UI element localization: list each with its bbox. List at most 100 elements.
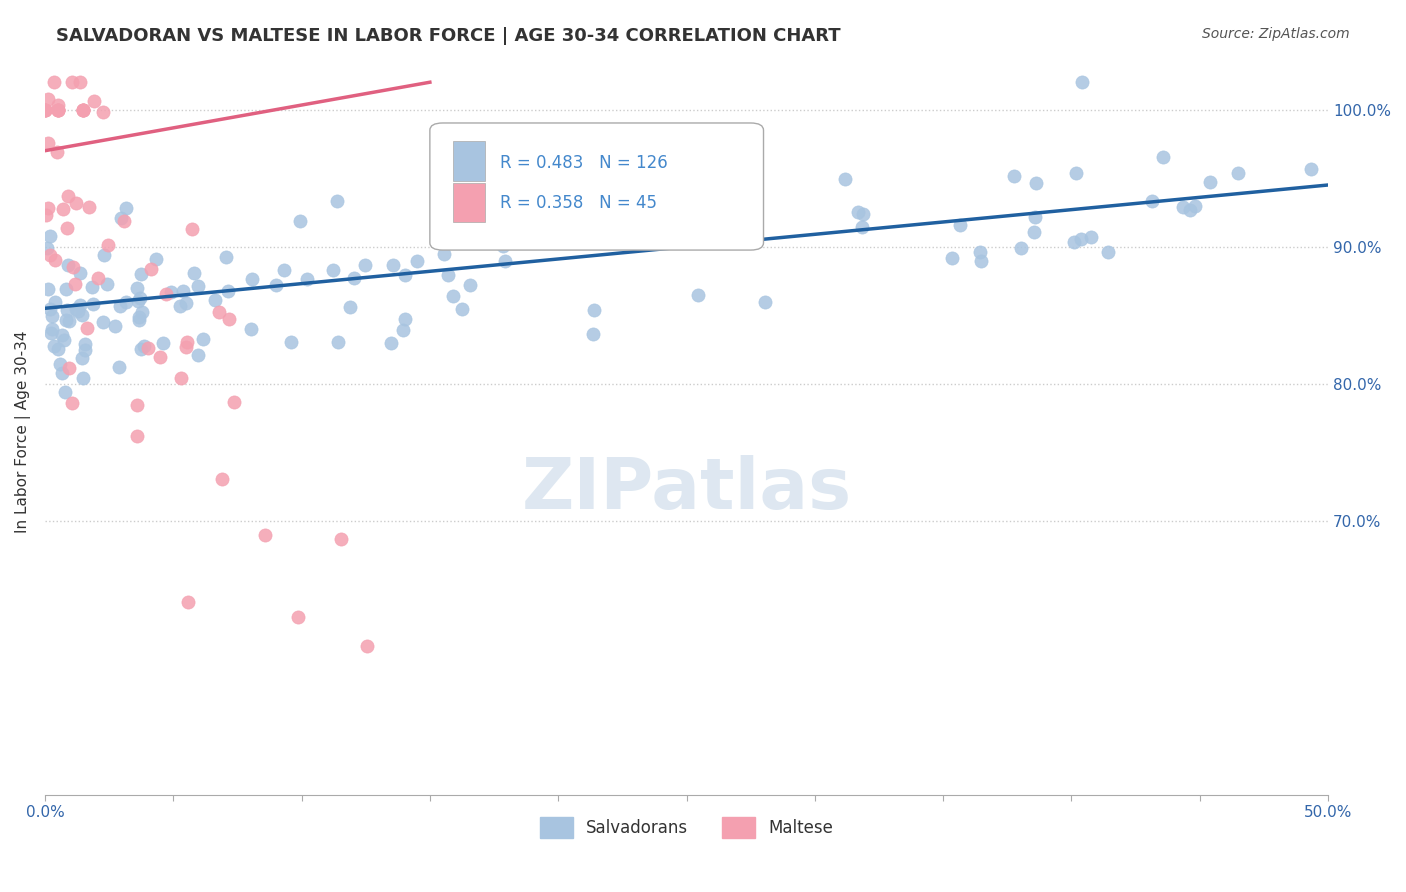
FancyBboxPatch shape bbox=[453, 141, 485, 181]
Point bbox=[1010, 242, 1032, 256]
Point bbox=[37, 92, 59, 106]
Point bbox=[174, 295, 197, 310]
Point bbox=[1070, 75, 1092, 89]
Point bbox=[38, 302, 60, 317]
Point bbox=[288, 213, 311, 227]
Text: SALVADORAN VS MALTESE IN LABOR FORCE | AGE 30-34 CORRELATION CHART: SALVADORAN VS MALTESE IN LABOR FORCE | A… bbox=[56, 27, 841, 45]
Point bbox=[204, 293, 226, 307]
Point bbox=[42, 75, 65, 89]
Point bbox=[87, 271, 110, 285]
Point bbox=[969, 244, 991, 259]
Point bbox=[191, 332, 214, 346]
Point bbox=[339, 301, 361, 315]
Point bbox=[56, 302, 79, 317]
Point bbox=[1025, 176, 1047, 190]
Point bbox=[155, 287, 177, 301]
Point bbox=[96, 277, 118, 291]
Point bbox=[110, 299, 132, 313]
Point bbox=[34, 103, 56, 117]
Point bbox=[451, 301, 474, 316]
Point bbox=[46, 343, 69, 357]
Point bbox=[97, 238, 120, 252]
Point bbox=[112, 214, 135, 228]
Point bbox=[56, 220, 79, 235]
Point bbox=[34, 103, 56, 117]
Point bbox=[41, 310, 63, 324]
Point bbox=[970, 254, 993, 268]
Point bbox=[941, 251, 963, 265]
Point bbox=[69, 298, 91, 312]
Point bbox=[145, 252, 167, 266]
Point bbox=[441, 288, 464, 302]
Point bbox=[704, 234, 727, 248]
Point bbox=[56, 258, 79, 272]
Point bbox=[60, 396, 83, 410]
Point bbox=[129, 342, 152, 356]
Point bbox=[34, 103, 56, 117]
Point bbox=[343, 270, 366, 285]
Point bbox=[141, 262, 163, 277]
Point bbox=[127, 398, 149, 412]
Point bbox=[44, 252, 66, 267]
Point bbox=[62, 260, 84, 274]
Point bbox=[65, 301, 87, 316]
Point bbox=[46, 103, 69, 117]
Point bbox=[72, 103, 94, 117]
Point bbox=[254, 527, 277, 541]
Point bbox=[458, 278, 481, 293]
Point bbox=[127, 429, 149, 443]
Point bbox=[70, 351, 93, 365]
Point bbox=[37, 201, 59, 215]
Point bbox=[149, 350, 172, 364]
Point bbox=[82, 297, 104, 311]
Point bbox=[1064, 166, 1087, 180]
Point bbox=[1004, 169, 1026, 184]
Point bbox=[640, 221, 662, 235]
Point bbox=[44, 339, 66, 353]
Point bbox=[58, 314, 80, 328]
Point bbox=[70, 308, 93, 322]
Point bbox=[46, 98, 69, 112]
Point bbox=[46, 103, 69, 117]
Text: Source: ZipAtlas.com: Source: ZipAtlas.com bbox=[1202, 27, 1350, 41]
Point bbox=[125, 281, 148, 295]
Point bbox=[437, 268, 460, 283]
Text: ZIPatlas: ZIPatlas bbox=[522, 455, 852, 524]
Point bbox=[69, 266, 91, 280]
Text: R = 0.358   N = 45: R = 0.358 N = 45 bbox=[501, 194, 658, 212]
Point bbox=[433, 247, 456, 261]
Point bbox=[492, 239, 515, 253]
Point bbox=[328, 335, 350, 350]
Point bbox=[65, 196, 87, 211]
Point bbox=[91, 315, 114, 329]
Point bbox=[187, 348, 209, 362]
Point bbox=[494, 253, 516, 268]
Point bbox=[38, 229, 60, 244]
Point bbox=[380, 336, 402, 351]
Point bbox=[322, 263, 344, 277]
Legend: Salvadorans, Maltese: Salvadorans, Maltese bbox=[533, 811, 839, 845]
Point bbox=[45, 145, 67, 160]
Point bbox=[1024, 211, 1046, 225]
Point bbox=[356, 640, 378, 654]
Point bbox=[405, 254, 427, 268]
Point bbox=[169, 299, 191, 313]
Point bbox=[174, 340, 197, 354]
Point bbox=[668, 213, 690, 227]
Point bbox=[35, 208, 58, 222]
Point bbox=[280, 334, 302, 349]
Point bbox=[72, 371, 94, 385]
Point bbox=[852, 207, 875, 221]
Point bbox=[846, 204, 869, 219]
Point bbox=[326, 194, 349, 208]
Point bbox=[80, 280, 103, 294]
Point bbox=[128, 312, 150, 326]
Point bbox=[44, 294, 66, 309]
Point bbox=[75, 343, 97, 358]
Point bbox=[834, 172, 856, 186]
Point bbox=[46, 103, 69, 117]
Point bbox=[208, 305, 231, 319]
Point bbox=[222, 394, 245, 409]
Point bbox=[51, 328, 73, 343]
Point bbox=[273, 263, 295, 277]
